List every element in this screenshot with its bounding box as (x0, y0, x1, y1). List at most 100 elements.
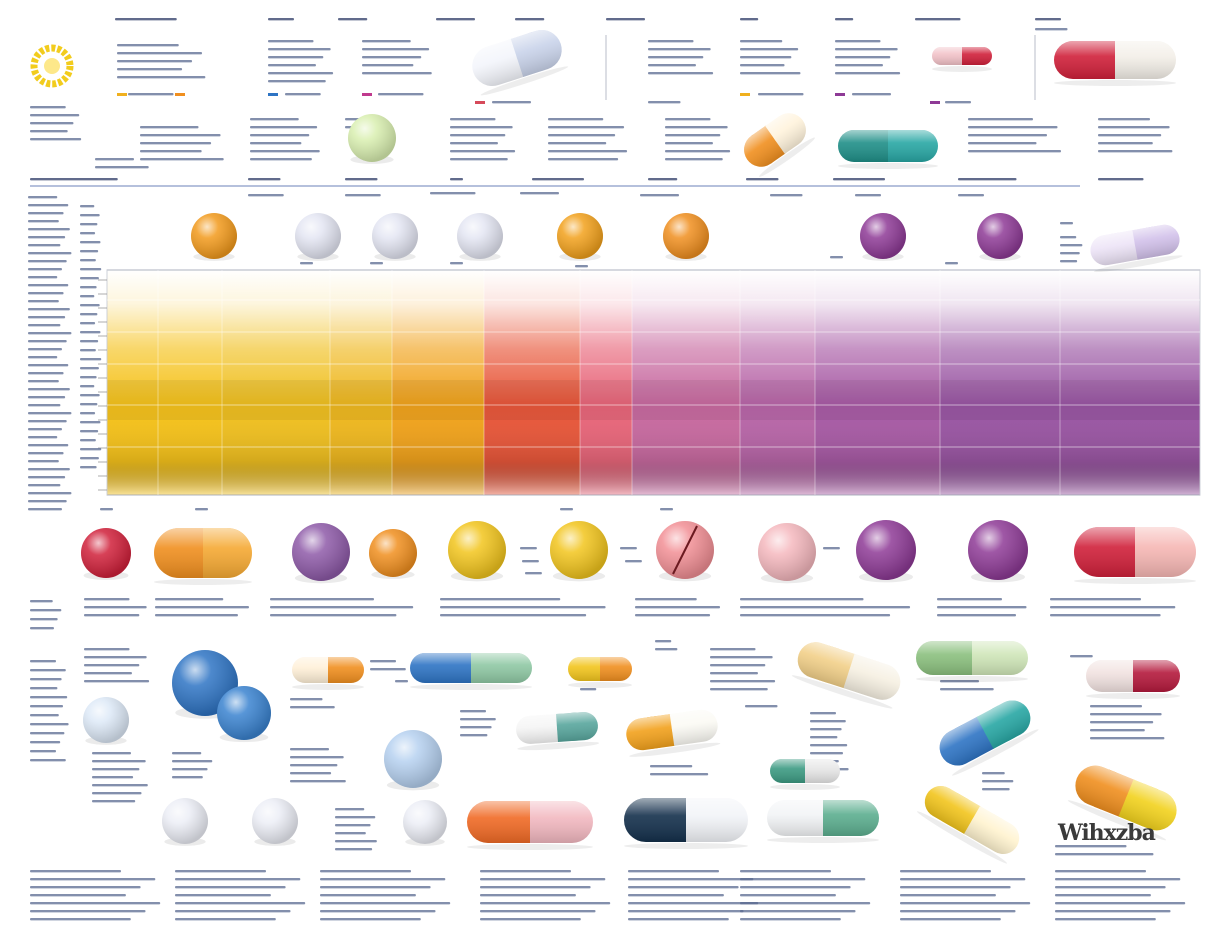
text-line (665, 142, 713, 145)
text-line (80, 304, 100, 307)
text-line (835, 48, 898, 51)
text-line (450, 134, 506, 137)
white-pill-icon (295, 213, 341, 261)
yellow-pill-icon (550, 521, 608, 582)
text-line (1050, 598, 1141, 601)
text-line (710, 656, 773, 659)
text-line (250, 142, 302, 145)
text-line (335, 840, 377, 843)
text-line (940, 688, 994, 691)
text-line (436, 18, 475, 21)
text-line (80, 349, 96, 352)
color-gradient-panel (107, 270, 1200, 495)
text-line (740, 910, 856, 913)
text-line (80, 340, 99, 343)
text-line (28, 412, 72, 415)
text-line (268, 80, 326, 83)
text-line (30, 750, 56, 753)
text-line (80, 448, 102, 451)
text-line (140, 126, 199, 129)
text-line (480, 902, 611, 905)
legend-marker (475, 101, 485, 104)
text-line (270, 598, 374, 601)
text-line (937, 598, 1002, 601)
text-line (650, 765, 693, 768)
text-line (740, 878, 866, 881)
text-line (92, 776, 134, 779)
text-line (835, 72, 901, 75)
text-line (30, 723, 69, 726)
text-line (900, 902, 1031, 905)
text-line (250, 150, 320, 153)
text-line (625, 560, 642, 563)
text-line (28, 372, 64, 375)
text-line (480, 870, 571, 873)
text-line (28, 332, 72, 335)
text-line (1070, 655, 1093, 658)
white-capsule-icon (472, 29, 569, 96)
text-line (30, 687, 58, 690)
text-line (655, 640, 672, 643)
text-line (80, 295, 95, 298)
red-pill-icon (81, 528, 131, 580)
text-line (335, 816, 376, 819)
text-line (80, 358, 102, 361)
text-line (175, 894, 271, 897)
text-line (575, 265, 588, 268)
text-line (823, 547, 840, 550)
text-line (172, 768, 208, 771)
pink-capsule-icon (932, 47, 992, 72)
text-line (740, 870, 831, 873)
text-line (320, 886, 431, 889)
text-line (28, 452, 64, 455)
text-line (30, 705, 63, 708)
text-line (1098, 178, 1144, 181)
text-line (30, 122, 74, 125)
text-line (1055, 878, 1181, 881)
text-line (28, 308, 70, 311)
text-line (80, 250, 99, 253)
text-line (80, 394, 100, 397)
text-line (395, 680, 408, 683)
text-line (80, 331, 101, 334)
text-line (84, 664, 140, 667)
text-line (480, 878, 606, 881)
gradient-grid (30, 35, 1201, 496)
text-line (810, 736, 838, 739)
text-line (665, 158, 723, 161)
text-line (548, 134, 616, 137)
text-line (628, 918, 729, 921)
orange-capsule-icon (568, 657, 632, 688)
text-line (30, 759, 66, 762)
text-line (1098, 150, 1173, 153)
text-line (28, 396, 66, 399)
text-line (80, 241, 101, 244)
text-line (115, 18, 177, 21)
placeholder-text-lines (28, 18, 1186, 921)
blue-tablet-icon (217, 686, 271, 743)
text-line (370, 660, 396, 663)
green-capsule-icon (767, 800, 879, 843)
text-line (250, 126, 318, 129)
text-line (660, 508, 673, 511)
text-line (665, 126, 728, 129)
text-line (1055, 853, 1154, 856)
text-line (1055, 902, 1186, 905)
text-line (155, 606, 249, 609)
text-line (810, 752, 843, 755)
orange-capsule-icon (292, 657, 364, 690)
text-line (84, 656, 147, 659)
text-line (30, 910, 146, 913)
text-line (28, 196, 58, 199)
white-pill-icon (403, 800, 447, 846)
text-line (28, 300, 59, 303)
text-line (1055, 894, 1151, 897)
text-line (28, 404, 61, 407)
text-line (92, 752, 131, 755)
text-line (28, 340, 67, 343)
text-line (520, 547, 537, 550)
text-line (30, 114, 80, 117)
text-line (270, 606, 414, 609)
green-capsule-icon (916, 641, 1028, 682)
text-line (28, 388, 70, 391)
